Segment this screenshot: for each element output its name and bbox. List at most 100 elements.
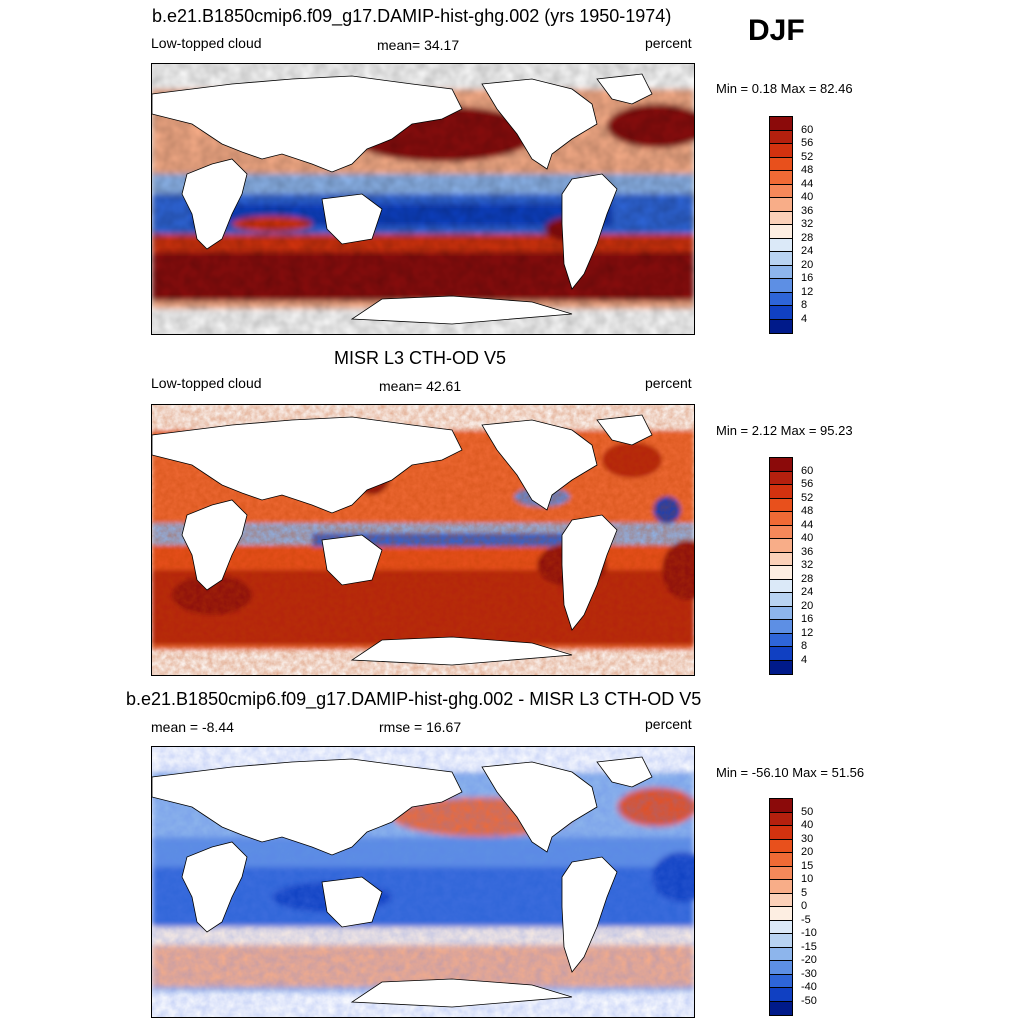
panel-2-units: percent — [645, 375, 692, 391]
panel-3-colorbar-swatch — [770, 853, 792, 867]
panel-3-colorbar — [769, 798, 793, 1016]
panel-2-colorbar-tick: 20 — [801, 599, 814, 612]
panel-2-colorbar-swatch — [770, 566, 792, 580]
panel-2-colorbar-swatch — [770, 593, 792, 607]
panel-3-colorbar-swatch — [770, 988, 792, 1002]
panel-2-colorbar-swatch — [770, 620, 792, 634]
panel-2-colorbar-tick: 24 — [801, 586, 814, 598]
panel-3-colorbar-tick: -30 — [801, 967, 817, 980]
panel-1-colorbar-tick: 16 — [801, 272, 814, 284]
panel-2-map-plot — [152, 405, 694, 675]
panel-3-colorbar-tick: -50 — [801, 994, 817, 1007]
panel-1-colorbar-tick: 40 — [801, 191, 814, 203]
panel-1-colorbar-swatch — [770, 144, 792, 158]
panel-2-colorbar-tick: 60 — [801, 464, 814, 477]
panel-1-map — [151, 63, 695, 335]
panel-2-colorbar-tick: 48 — [801, 505, 814, 517]
panel-3-colorbar-tick: 50 — [801, 805, 814, 818]
panel-2-colorbar-swatch — [770, 471, 792, 485]
panel-1-colorbar-tick: 44 — [801, 177, 814, 190]
panel-1-colorbar — [769, 116, 793, 334]
panel-1-colorbar-swatch — [770, 279, 792, 293]
panel-1-mean: mean= 34.17 — [377, 37, 460, 53]
panel-1-colorbar-tick: 4 — [801, 312, 808, 325]
panel-2-colorbar-swatch — [770, 660, 792, 674]
panel-3-units: percent — [645, 716, 692, 732]
panel-2-colorbar-tick: 36 — [801, 545, 814, 558]
panel-2-colorbar-tick: 16 — [801, 613, 814, 625]
panel-1-left-label: Low-topped cloud — [151, 35, 262, 51]
panel-2-colorbar-tick: 4 — [801, 653, 808, 666]
panel-2-colorbar — [769, 457, 793, 675]
panel-3-colorbar-swatch — [770, 866, 792, 880]
panel-3-colorbar-tick: 30 — [801, 832, 814, 845]
panel-3-colorbar-tick: -20 — [801, 954, 817, 966]
panel-3-colorbar-swatch — [770, 812, 792, 826]
panel-1-colorbar-tick: 12 — [801, 285, 814, 298]
panel-1-colorbar-swatch — [770, 238, 792, 252]
panel-3-colorbar-tick: 20 — [801, 846, 814, 858]
season-label: DJF — [748, 14, 805, 47]
panel-1-minmax: Min = 0.18 Max = 82.46 — [716, 81, 853, 96]
panel-1-colorbar-swatch — [770, 157, 792, 171]
panel-1-colorbar-tick: 28 — [801, 231, 814, 244]
panel-1-colorbar-swatch — [770, 198, 792, 212]
panel-2-minmax: Min = 2.12 Max = 95.23 — [716, 423, 853, 438]
panel-1-title: b.e21.B1850cmip6.f09_g17.DAMIP-hist-ghg.… — [152, 6, 672, 26]
panel-1-colorbar-tick: 52 — [801, 150, 814, 163]
panel-3-mean: mean = -8.44 — [151, 719, 234, 735]
panel-1-colorbar-swatch — [770, 319, 792, 333]
panel-3-colorbar-tick: 5 — [801, 886, 808, 899]
panel-1-colorbar-tick: 36 — [801, 204, 814, 217]
panel-3-colorbar-tick: -15 — [801, 940, 817, 953]
panel-3-colorbar-swatch — [770, 934, 792, 948]
panel-1-colorbar-tick: 24 — [801, 245, 814, 257]
panel-2-colorbar-tick: 8 — [801, 640, 808, 652]
panel-2-colorbar-tick: 28 — [801, 572, 814, 585]
panel-3-minmax: Min = -56.10 Max = 51.56 — [716, 765, 865, 780]
panel-3-map — [151, 746, 695, 1018]
panel-2-colorbar-swatch — [770, 512, 792, 526]
panel-2-colorbar-tick: 44 — [801, 518, 814, 531]
panel-3-colorbar-swatch — [770, 1001, 792, 1015]
panel-3-colorbar-swatch — [770, 947, 792, 961]
panel-2-colorbar-swatch — [770, 498, 792, 512]
panel-2-colorbar-tick: 12 — [801, 626, 814, 639]
panel-1-colorbar-tick: 32 — [801, 218, 814, 230]
panel-3-colorbar-tick: 40 — [801, 819, 814, 831]
panel-3-title: b.e21.B1850cmip6.f09_g17.DAMIP-hist-ghg.… — [126, 689, 702, 709]
panel-2-colorbar-tick: 52 — [801, 491, 814, 504]
panel-3-colorbar-tick: -10 — [801, 927, 817, 939]
panel-3-colorbar-swatch — [770, 880, 792, 894]
panel-1-colorbar-swatch — [770, 117, 792, 131]
panel-3-map-plot — [152, 747, 694, 1017]
panel-3-colorbar-tick: 0 — [801, 900, 808, 912]
panel-1-colorbar-swatch — [770, 130, 792, 144]
panel-1-colorbar-swatch — [770, 252, 792, 266]
panel-1-colorbar-swatch — [770, 292, 792, 306]
panel-3-colorbar-swatch — [770, 920, 792, 934]
panel-1-colorbar-tick: 48 — [801, 164, 814, 176]
panel-1-colorbar-swatch — [770, 184, 792, 198]
panel-3-colorbar-swatch — [770, 826, 792, 840]
panel-2-colorbar-swatch — [770, 525, 792, 539]
panel-1-map-plot — [152, 64, 694, 334]
panel-3-colorbar-tick: -40 — [801, 981, 817, 993]
panel-3-colorbar-tick: -5 — [801, 913, 811, 926]
panel-1-colorbar-tick: 56 — [801, 137, 814, 149]
panel-3-colorbar-swatch — [770, 893, 792, 907]
panel-2-colorbar-swatch — [770, 606, 792, 620]
panel-2-mean: mean= 42.61 — [379, 378, 462, 394]
panel-3-colorbar-swatch — [770, 961, 792, 975]
panel-1-colorbar-tick: 20 — [801, 258, 814, 271]
panel-2-colorbar-swatch — [770, 539, 792, 553]
panel-2-colorbar-tick: 40 — [801, 532, 814, 544]
panel-1-colorbar-tick: 8 — [801, 299, 808, 311]
panel-2-colorbar-swatch — [770, 633, 792, 647]
panel-3-rmse: rmse = 16.67 — [379, 719, 462, 735]
panel-1-units: percent — [645, 35, 692, 51]
panel-3-colorbar-swatch — [770, 799, 792, 813]
panel-1-colorbar-swatch — [770, 171, 792, 185]
panel-2-colorbar-swatch — [770, 647, 792, 661]
panel-2-colorbar-swatch — [770, 485, 792, 499]
